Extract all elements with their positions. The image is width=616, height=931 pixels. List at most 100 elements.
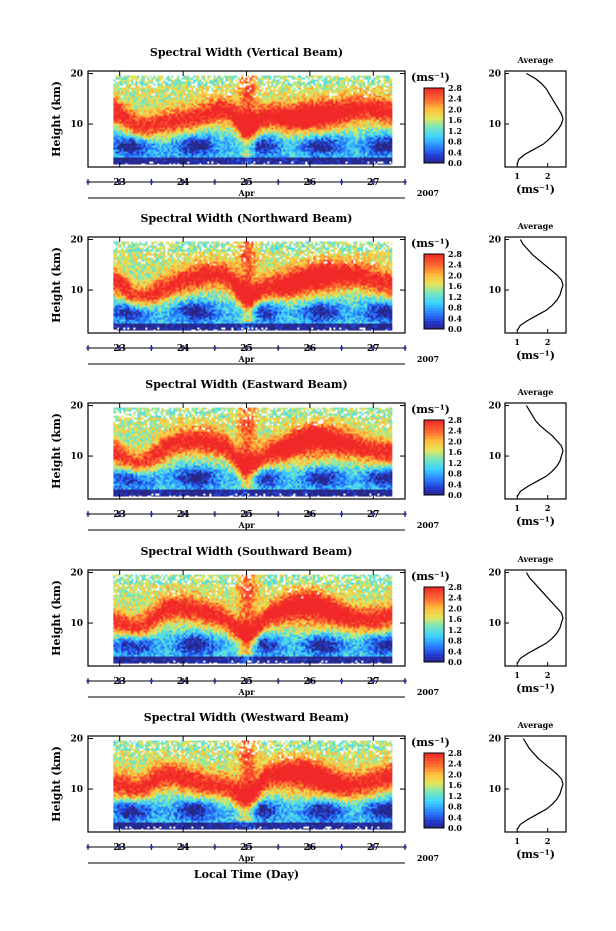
x-tick-label: 24 <box>177 510 190 520</box>
colorbar-tick-label: 2.4 <box>448 759 462 769</box>
date-marker <box>118 512 122 516</box>
colorbar-segment <box>424 304 444 308</box>
average-profile-line <box>516 738 564 830</box>
x-tick-label: 26 <box>304 843 317 853</box>
colorbar-segment <box>424 280 444 284</box>
colorbar-segment <box>424 96 444 100</box>
avg-x-tick-label: 1 <box>514 503 520 513</box>
avg-x-tick-label: 2 <box>545 836 551 846</box>
colorbar-segment <box>424 478 444 482</box>
colorbar-segment <box>424 288 444 292</box>
x-tick-label: 27 <box>367 510 380 520</box>
colorbar-segment <box>424 811 444 815</box>
colorbar-tick-label: 0.4 <box>448 147 462 157</box>
date-marker <box>340 512 344 516</box>
month-label: Apr <box>237 188 255 198</box>
avg-x-tick-label: 1 <box>514 670 520 680</box>
colorbar-segment <box>424 114 444 118</box>
colorbar-segment <box>424 619 444 623</box>
date-marker <box>86 180 90 184</box>
avg-x-tick-label: 1 <box>514 171 520 181</box>
colorbar-tick-label: 0.8 <box>448 802 462 812</box>
avg-y-tick-label: 20 <box>488 569 501 579</box>
colorbar-segment <box>424 608 444 612</box>
colorbar-segment <box>424 275 444 279</box>
colorbar-tick-label: 2.8 <box>448 83 462 93</box>
date-marker <box>244 180 249 184</box>
colorbar-segment <box>424 436 444 440</box>
year-label: 2007 <box>417 853 439 863</box>
colorbar-unit: (ms⁻¹) <box>411 570 450 583</box>
heatmap-field <box>113 75 393 165</box>
colorbar-segment <box>424 270 444 274</box>
date-marker <box>340 845 344 849</box>
y-axis-label: Height (km) <box>50 580 63 656</box>
colorbar-segment <box>424 452 444 456</box>
colorbar-segment <box>424 640 444 644</box>
date-marker <box>213 679 217 683</box>
colorbar-segment <box>424 473 444 477</box>
average-frame <box>504 236 567 334</box>
colorbar-segment <box>424 603 444 607</box>
x-tick-label: 27 <box>367 344 380 354</box>
date-marker <box>118 679 122 683</box>
x-tick-label: 24 <box>177 843 190 853</box>
colorbar-tick-label: 0.8 <box>448 469 462 479</box>
colorbar-segment <box>424 283 444 287</box>
colorbar-segment <box>424 621 444 625</box>
colorbar-segment <box>424 587 444 590</box>
colorbar-tick-label: 0.4 <box>448 646 462 656</box>
heatmap-field <box>113 574 393 664</box>
colorbar-segment <box>424 441 444 445</box>
colorbar-tick-label: 0.0 <box>448 823 462 833</box>
colorbar-segment <box>424 254 444 257</box>
colorbar-segment <box>424 101 444 105</box>
month-label: Apr <box>237 354 255 364</box>
colorbar-segment <box>424 481 444 485</box>
y-tick-label: 10 <box>70 120 83 130</box>
colorbar-tick-label: 0.8 <box>448 303 462 313</box>
panel-4: Spectral Width (Southward Beam) 10 20 Heigh… <box>50 545 567 698</box>
colorbar-segment <box>424 457 444 461</box>
date-marker <box>86 512 90 516</box>
avg-x-tick-label: 2 <box>545 670 551 680</box>
panel-title: Spectral Width (Westward Beam) <box>144 711 349 724</box>
average-title: Average <box>517 387 554 397</box>
colorbar-segment <box>424 264 444 268</box>
colorbar-segment <box>424 611 444 615</box>
colorbar-segment <box>424 793 444 797</box>
colorbar-frame <box>423 87 445 164</box>
colorbar-segment <box>424 758 444 762</box>
colorbar-segment <box>424 320 444 324</box>
colorbar-segment <box>424 753 444 756</box>
heatmap-field <box>113 407 393 497</box>
colorbar-segment <box>424 128 444 132</box>
heatmap-field <box>113 740 393 830</box>
colorbar-tick-label: 2.8 <box>448 748 462 758</box>
colorbar-segment <box>424 136 444 140</box>
colorbar-tick-label: 2.8 <box>448 249 462 259</box>
date-marker <box>308 346 312 350</box>
colorbar-segment <box>424 112 444 116</box>
x-tick-label: 25 <box>240 344 253 354</box>
colorbar-segment <box>424 422 444 426</box>
date-marker <box>149 346 153 350</box>
colorbar-frame <box>423 586 445 663</box>
y-tick-label: 20 <box>70 236 83 246</box>
colorbar-segment <box>424 597 444 601</box>
colorbar-segment <box>424 648 444 652</box>
colorbar-segment <box>424 595 444 599</box>
colorbar-segment <box>424 154 444 158</box>
date-marker <box>149 679 153 683</box>
colorbar-segment <box>424 774 444 778</box>
colorbar-segment <box>424 605 444 609</box>
date-marker <box>308 512 312 516</box>
date-marker <box>276 679 280 683</box>
avg-x-tick-label: 2 <box>545 503 551 513</box>
colorbar-segment <box>424 484 444 488</box>
colorbar-segment <box>424 296 444 300</box>
colorbar-tick-label: 1.2 <box>448 126 462 136</box>
year-label: 2007 <box>417 520 439 530</box>
colorbar-segment <box>424 476 444 480</box>
colorbar-frame <box>423 253 445 330</box>
